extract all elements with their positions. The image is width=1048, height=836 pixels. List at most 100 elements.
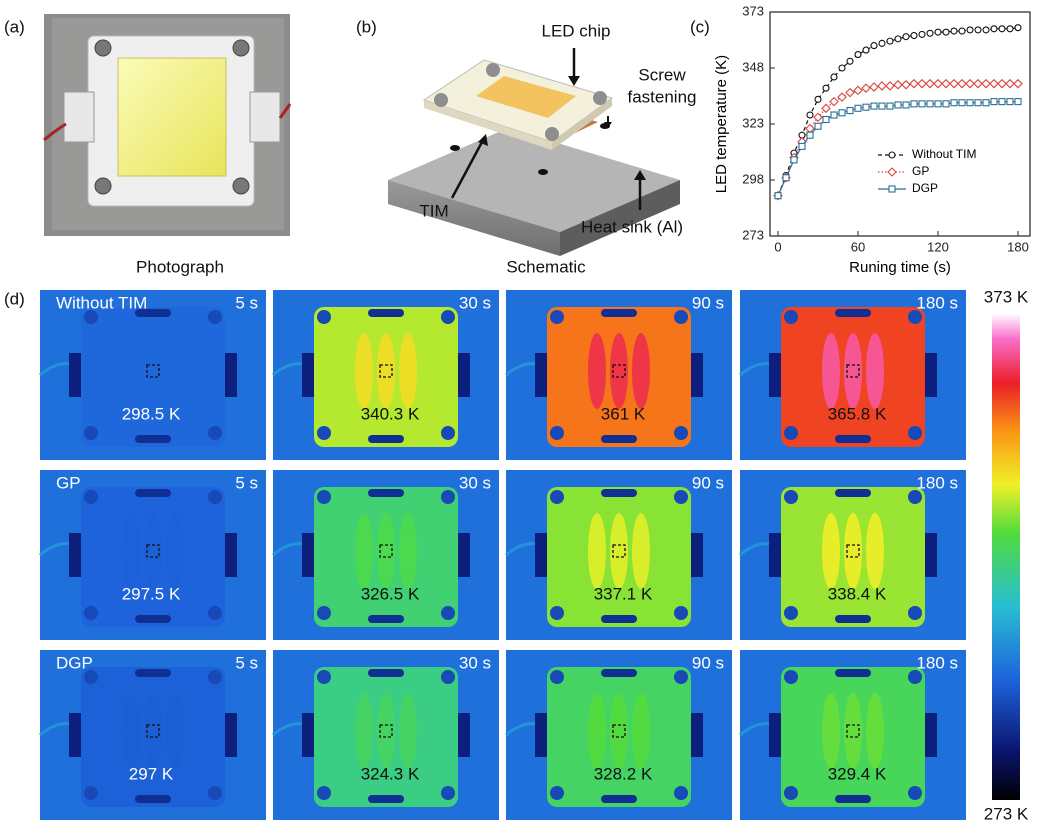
x-tick-label: 60	[851, 239, 865, 254]
thermal-image	[505, 470, 732, 640]
thermal-screw	[208, 490, 222, 504]
thermal-screw	[674, 426, 688, 440]
thermal-screw	[550, 490, 564, 504]
measure-box	[379, 544, 393, 558]
thermal-screw	[208, 426, 222, 440]
marker	[973, 78, 983, 89]
thermal-hotspot	[866, 693, 884, 769]
annotation: Heat sink (Al)	[581, 217, 683, 236]
marker	[982, 26, 990, 34]
marker	[933, 78, 943, 89]
thermal-screw	[674, 670, 688, 684]
thermal-tab	[69, 353, 83, 397]
thermal-image	[272, 290, 499, 460]
thermal-screw	[441, 670, 455, 684]
thermal-screw	[784, 606, 798, 620]
thermal-hotspot	[144, 333, 162, 409]
time-label: 90 s	[692, 473, 724, 492]
thermal-screw	[441, 310, 455, 324]
temperature-label: 329.4 K	[828, 764, 887, 783]
thermal-screw	[908, 426, 922, 440]
thermal-slot	[368, 615, 404, 623]
thermal-screw	[784, 786, 798, 800]
thermal-slot	[135, 489, 171, 497]
marker	[822, 115, 830, 124]
thermal-hotspot	[588, 513, 606, 589]
thermal-slot	[835, 435, 871, 443]
thermal-tab	[769, 353, 783, 397]
thermal-screw	[908, 490, 922, 504]
thermal-screw	[550, 786, 564, 800]
thermal-screw	[84, 426, 98, 440]
thermal-screw	[784, 490, 798, 504]
marker	[990, 98, 998, 106]
thermal-screw	[674, 606, 688, 620]
y-tick-label: 298	[742, 171, 764, 186]
thermal-screw	[84, 606, 98, 620]
marker	[870, 42, 878, 50]
legend-label: Without TIM	[912, 147, 976, 161]
marker	[997, 78, 1007, 89]
row-label: Without TIM	[56, 293, 147, 312]
marker	[854, 104, 862, 112]
thermal-hotspot	[588, 333, 606, 409]
x-tick-label: 120	[927, 239, 949, 254]
thermal-screw	[784, 310, 798, 324]
thermal-hotspot	[632, 333, 650, 409]
measure-box	[379, 724, 393, 738]
thermal-image	[739, 290, 966, 460]
marker	[814, 122, 822, 130]
thermal-slot	[601, 795, 637, 803]
marker	[981, 78, 991, 89]
panel-label: (d)	[4, 289, 25, 308]
marker	[998, 98, 1006, 106]
thermal-screw	[317, 606, 331, 620]
marker	[1013, 78, 1023, 89]
series-line	[777, 83, 1018, 196]
time-label: 5 s	[235, 473, 258, 492]
thermal-hotspot	[399, 513, 417, 589]
legend-marker	[887, 167, 897, 177]
marker	[790, 156, 798, 164]
thermal-image	[39, 290, 266, 460]
marker	[869, 82, 879, 92]
thermal-hotspot	[844, 333, 862, 409]
marker	[925, 78, 935, 89]
thermal-slot	[368, 489, 404, 497]
marker	[1014, 24, 1022, 32]
marker	[837, 92, 847, 102]
thermal-image	[739, 470, 966, 640]
y-tick-label: 323	[742, 115, 764, 130]
thermal-slot	[135, 615, 171, 623]
thermal-image	[39, 650, 266, 820]
thermal-screw	[317, 426, 331, 440]
thermal-hotspot	[355, 333, 373, 409]
temperature-label: 340.3 K	[361, 404, 420, 423]
marker	[822, 84, 830, 92]
thermal-slot	[368, 309, 404, 317]
marker	[918, 100, 926, 108]
marker	[870, 102, 878, 110]
thermal-hotspot	[632, 693, 650, 769]
marker	[958, 27, 966, 35]
thermal-tab	[689, 353, 703, 397]
thermal-screw	[84, 310, 98, 324]
thermal-hotspot	[399, 333, 417, 409]
legend-marker	[888, 185, 896, 193]
thermal-screw	[550, 670, 564, 684]
thermal-tab	[223, 533, 237, 577]
thermal-slot	[368, 669, 404, 677]
thermal-tab	[302, 353, 316, 397]
time-label: 90 s	[692, 293, 724, 312]
marker	[782, 174, 790, 182]
thermal-slot	[835, 309, 871, 317]
y-axis-label: LED temperature (K)	[713, 55, 730, 193]
legend-label: GP	[912, 164, 929, 178]
marker	[798, 142, 806, 150]
thermal-image	[272, 650, 499, 820]
marker	[862, 103, 870, 111]
marker	[942, 28, 950, 36]
thermal-hotspot	[399, 693, 417, 769]
thermal-hotspot	[866, 333, 884, 409]
marker	[830, 111, 838, 119]
